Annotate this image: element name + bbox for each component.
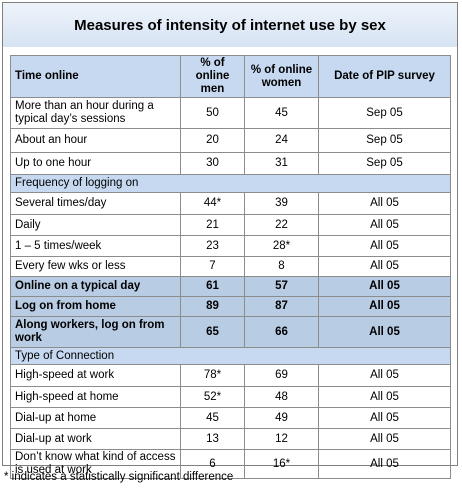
row-label: Don’t know what kind of access is used a…: [10, 449, 181, 479]
cell: All 05: [318, 214, 451, 236]
section-row: Type of Connection: [10, 347, 451, 365]
cell: 45: [244, 97, 319, 129]
row-label: Log on from home: [10, 296, 181, 317]
table-title: Measures of intensity of internet use by…: [3, 3, 457, 47]
cell: Sep 05: [318, 97, 451, 129]
header-cell: Date of PIP survey: [318, 55, 451, 98]
cell: 57: [244, 276, 319, 297]
row-label: More than an hour during a typical day’s…: [10, 97, 181, 129]
header-cell: % of online men: [180, 55, 245, 98]
cell: All 05: [318, 364, 451, 387]
table-row: Several times/day 44* 39 All 05: [10, 192, 451, 215]
row-label: Along workers, log on from work: [10, 316, 181, 348]
table-frame: Measures of intensity of internet use by…: [2, 2, 458, 479]
cell: 78*: [180, 364, 245, 387]
cell: 39: [244, 192, 319, 215]
header-row: Time online% of online men% of online wo…: [10, 55, 451, 98]
cell: 24: [244, 128, 319, 153]
cell: 13: [180, 428, 245, 450]
cell: All 05: [318, 428, 451, 450]
section-label: Type of Connection: [10, 347, 451, 365]
cell: 65: [180, 316, 245, 348]
table-row: Log on from home 89 87 All 05: [10, 296, 451, 317]
cell: 21: [180, 214, 245, 236]
data-table: Time online% of online men% of online wo…: [10, 55, 451, 479]
header-cell: % of online women: [244, 55, 319, 98]
cell: 12: [244, 428, 319, 450]
cell: 6: [180, 449, 245, 479]
table-row: Dial-up at home 45 49 All 05: [10, 407, 451, 429]
table-row: Up to one hour 30 31 Sep 05: [10, 152, 451, 175]
row-label: High-speed at work: [10, 364, 181, 387]
footnote: * indicates a statistically significant …: [4, 471, 234, 483]
cell: All 05: [318, 449, 451, 479]
cell: 20: [180, 128, 245, 153]
cell: 44*: [180, 192, 245, 215]
cell: 16*: [244, 449, 319, 479]
row-label: 1 – 5 times/week: [10, 235, 181, 257]
cell: 66: [244, 316, 319, 348]
header-cell: Time online: [10, 55, 181, 98]
table-row: More than an hour during a typical day’s…: [10, 97, 451, 129]
cell: All 05: [318, 192, 451, 215]
table-row: High-speed at work 78* 69 All 05: [10, 364, 451, 387]
cell: All 05: [318, 256, 451, 277]
cell: 23: [180, 235, 245, 257]
cell: 87: [244, 296, 319, 317]
table-row: About an hour 20 24 Sep 05: [10, 128, 451, 153]
table-row: 1 – 5 times/week 23 28* All 05: [10, 235, 451, 257]
table-row: Dial-up at work 13 12 All 05: [10, 428, 451, 450]
cell: All 05: [318, 276, 451, 297]
row-label: About an hour: [10, 128, 181, 153]
cell: All 05: [318, 235, 451, 257]
row-label: Every few wks or less: [10, 256, 181, 277]
row-label: Dial-up at work: [10, 428, 181, 450]
table-row: Online on a typical day 61 57 All 05: [10, 276, 451, 297]
cell: 49: [244, 407, 319, 429]
cell: 89: [180, 296, 245, 317]
cell: All 05: [318, 316, 451, 348]
cell: 30: [180, 152, 245, 175]
table-row: Along workers, log on from work 65 66 All 0…: [10, 316, 451, 348]
cell: 22: [244, 214, 319, 236]
cell: Sep 05: [318, 152, 451, 175]
cell: 52*: [180, 386, 245, 408]
row-label: Up to one hour: [10, 152, 181, 175]
cell: All 05: [318, 407, 451, 429]
cell: 31: [244, 152, 319, 175]
cell: 28*: [244, 235, 319, 257]
section-row: Frequency of logging on: [10, 174, 451, 193]
cell: 61: [180, 276, 245, 297]
cell: 50: [180, 97, 245, 129]
table-row: Daily 21 22 All 05: [10, 214, 451, 236]
cell: All 05: [318, 386, 451, 408]
row-label: Dial-up at home: [10, 407, 181, 429]
cell: 48: [244, 386, 319, 408]
row-label: Daily: [10, 214, 181, 236]
cell: 8: [244, 256, 319, 277]
table-row: High-speed at home 52* 48 All 05: [10, 386, 451, 408]
row-label: High-speed at home: [10, 386, 181, 408]
cell: 69: [244, 364, 319, 387]
row-label: Online on a typical day: [10, 276, 181, 297]
cell: 45: [180, 407, 245, 429]
table-row: Every few wks or less 7 8 All 05: [10, 256, 451, 277]
cell: All 05: [318, 296, 451, 317]
row-label: Several times/day: [10, 192, 181, 215]
section-label: Frequency of logging on: [10, 174, 451, 193]
cell: Sep 05: [318, 128, 451, 153]
cell: 7: [180, 256, 245, 277]
table-row: Don’t know what kind of access is used a…: [10, 449, 451, 479]
